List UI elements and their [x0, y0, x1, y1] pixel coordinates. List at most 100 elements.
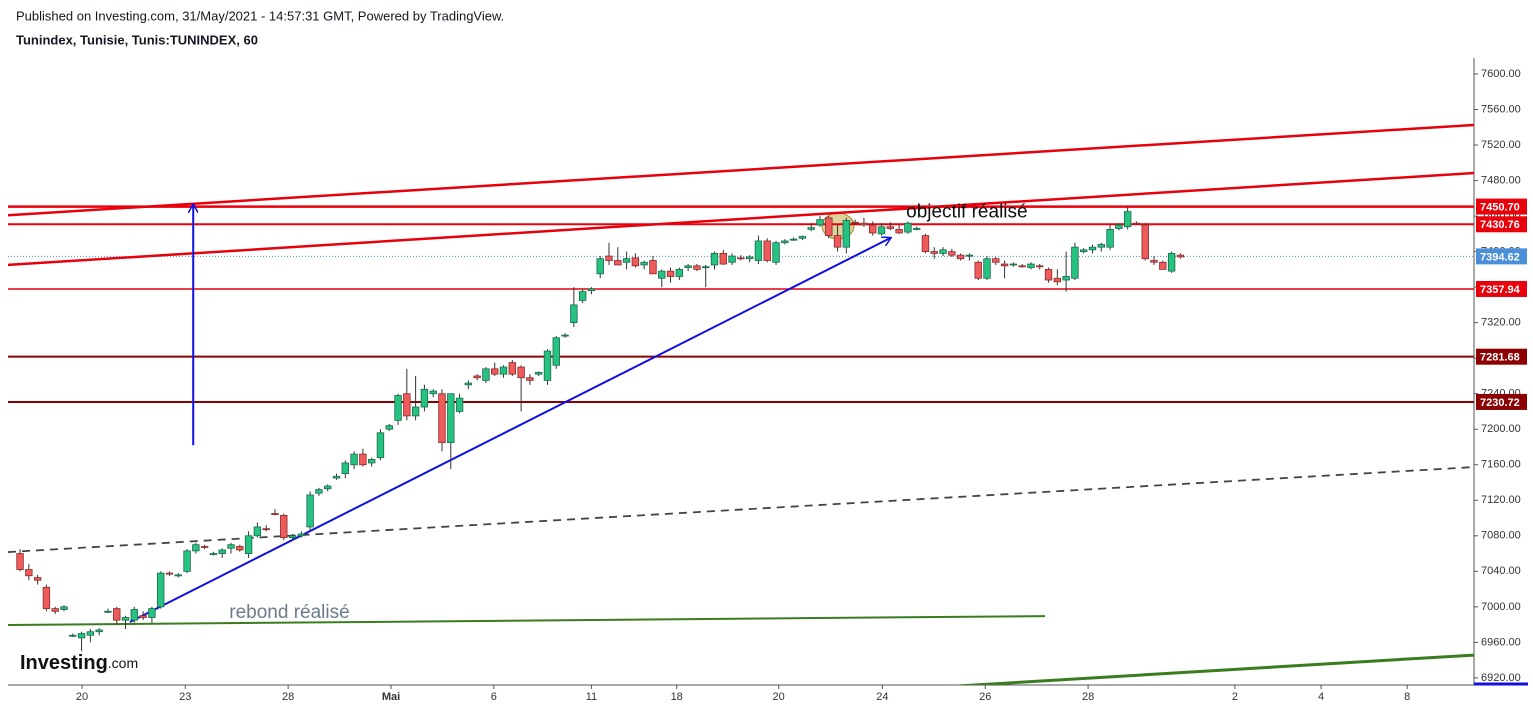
candle-body: [121, 617, 130, 621]
candle-body: [491, 368, 499, 375]
x-tick-label: 20: [76, 691, 88, 703]
candle-body: [174, 574, 182, 577]
candle-body: [1044, 268, 1053, 281]
candle-body: [403, 393, 411, 417]
candle-body: [1053, 277, 1062, 283]
candle-body: [1123, 211, 1132, 228]
candle-body: [324, 485, 332, 490]
y-tick-label: 7000.00: [1481, 601, 1521, 613]
level-label: 7394.62: [1480, 251, 1520, 263]
x-tick-label: 23: [179, 691, 191, 703]
candle-body: [385, 425, 393, 430]
y-tick-label: 6960.00: [1481, 636, 1521, 648]
candle-body: [156, 572, 165, 608]
candle-body: [1080, 249, 1088, 253]
candle-body: [1115, 224, 1123, 229]
candle-body: [420, 388, 429, 408]
plot: [8, 123, 1474, 685]
candle-body: [332, 475, 341, 479]
candle-body: [526, 377, 534, 381]
candle-body: [350, 453, 358, 466]
trend-line: [8, 171, 1474, 267]
candle-body: [411, 406, 420, 417]
level-label: 7357.94: [1480, 284, 1521, 296]
candle-body: [596, 258, 604, 275]
candle-body: [447, 393, 455, 443]
candle-body: [508, 362, 517, 375]
candle-body: [578, 291, 587, 301]
candle-body: [271, 513, 279, 515]
candle-body: [745, 256, 754, 260]
candle-body: [693, 265, 701, 270]
candle-body: [974, 261, 982, 279]
x-tick-label: 28: [282, 691, 294, 703]
candle-body: [33, 577, 42, 581]
candle-body: [666, 270, 675, 277]
candle-body: [367, 459, 376, 464]
candle-body: [1141, 224, 1149, 260]
candle-body: [798, 236, 807, 239]
candle-body: [209, 553, 218, 555]
candle-body: [376, 432, 385, 459]
candle-body: [280, 514, 288, 538]
candle-body: [833, 235, 842, 248]
candle-body: [473, 375, 481, 379]
level-label-box: [1476, 198, 1527, 215]
candle-body: [253, 526, 262, 537]
x-tick-label: 8: [1404, 691, 1410, 703]
candle-body: [1176, 254, 1185, 258]
candle-body: [394, 395, 402, 421]
candle-body: [587, 288, 596, 292]
candle-body: [1018, 265, 1026, 268]
level-label: 7281.68: [1480, 352, 1520, 364]
candle-body: [825, 217, 833, 237]
candle-body: [939, 249, 947, 254]
candle-body: [1071, 246, 1079, 279]
y-tick-label: 7160.00: [1481, 459, 1521, 471]
candle-body: [113, 608, 121, 621]
candle-body: [139, 615, 147, 618]
annotation: rebond réalisé: [229, 602, 349, 623]
candle-body: [895, 229, 903, 234]
y-tick-label: 7120.00: [1481, 494, 1521, 506]
candle-body: [183, 550, 191, 572]
candle-body: [517, 366, 525, 379]
y-tick-label: 7560.00: [1481, 103, 1521, 115]
trend-line: [8, 466, 1474, 553]
candle-body: [359, 453, 367, 466]
trend-line: [949, 653, 1474, 685]
x-tick-label: 4: [1318, 691, 1324, 703]
candle-body: [772, 242, 780, 263]
candle-body: [860, 222, 868, 226]
x-tick-label: 20: [773, 691, 785, 703]
candle-body: [675, 268, 684, 277]
level-label-box: [1476, 393, 1527, 410]
candle-body: [912, 228, 921, 230]
y-tick-label: 7080.00: [1481, 530, 1521, 542]
candle-body: [306, 494, 314, 528]
x-tick-label: 26: [979, 691, 991, 703]
candle-body: [904, 222, 912, 233]
candle-body: [130, 609, 139, 621]
y-tick-label: 7600.00: [1481, 68, 1521, 80]
candle-body: [719, 252, 727, 265]
candle-body: [886, 226, 895, 229]
candle-body: [1027, 263, 1035, 268]
candle-body: [851, 221, 859, 224]
candle-body: [16, 553, 24, 570]
candle-body: [737, 257, 745, 260]
candle-body: [341, 462, 349, 475]
candle-body: [570, 304, 578, 324]
candle-body: [438, 393, 446, 443]
candle-body: [482, 368, 490, 381]
candle-body: [1062, 276, 1070, 281]
candle-body: [1159, 261, 1167, 270]
candle-body: [956, 254, 965, 260]
level-label-box: [1476, 216, 1527, 233]
candle-body: [552, 337, 560, 366]
candle-body: [464, 382, 473, 386]
trend-line: [8, 123, 1474, 217]
logo: Investing.com: [20, 652, 138, 674]
trend-line: [129, 238, 890, 623]
candle-body: [948, 251, 956, 256]
